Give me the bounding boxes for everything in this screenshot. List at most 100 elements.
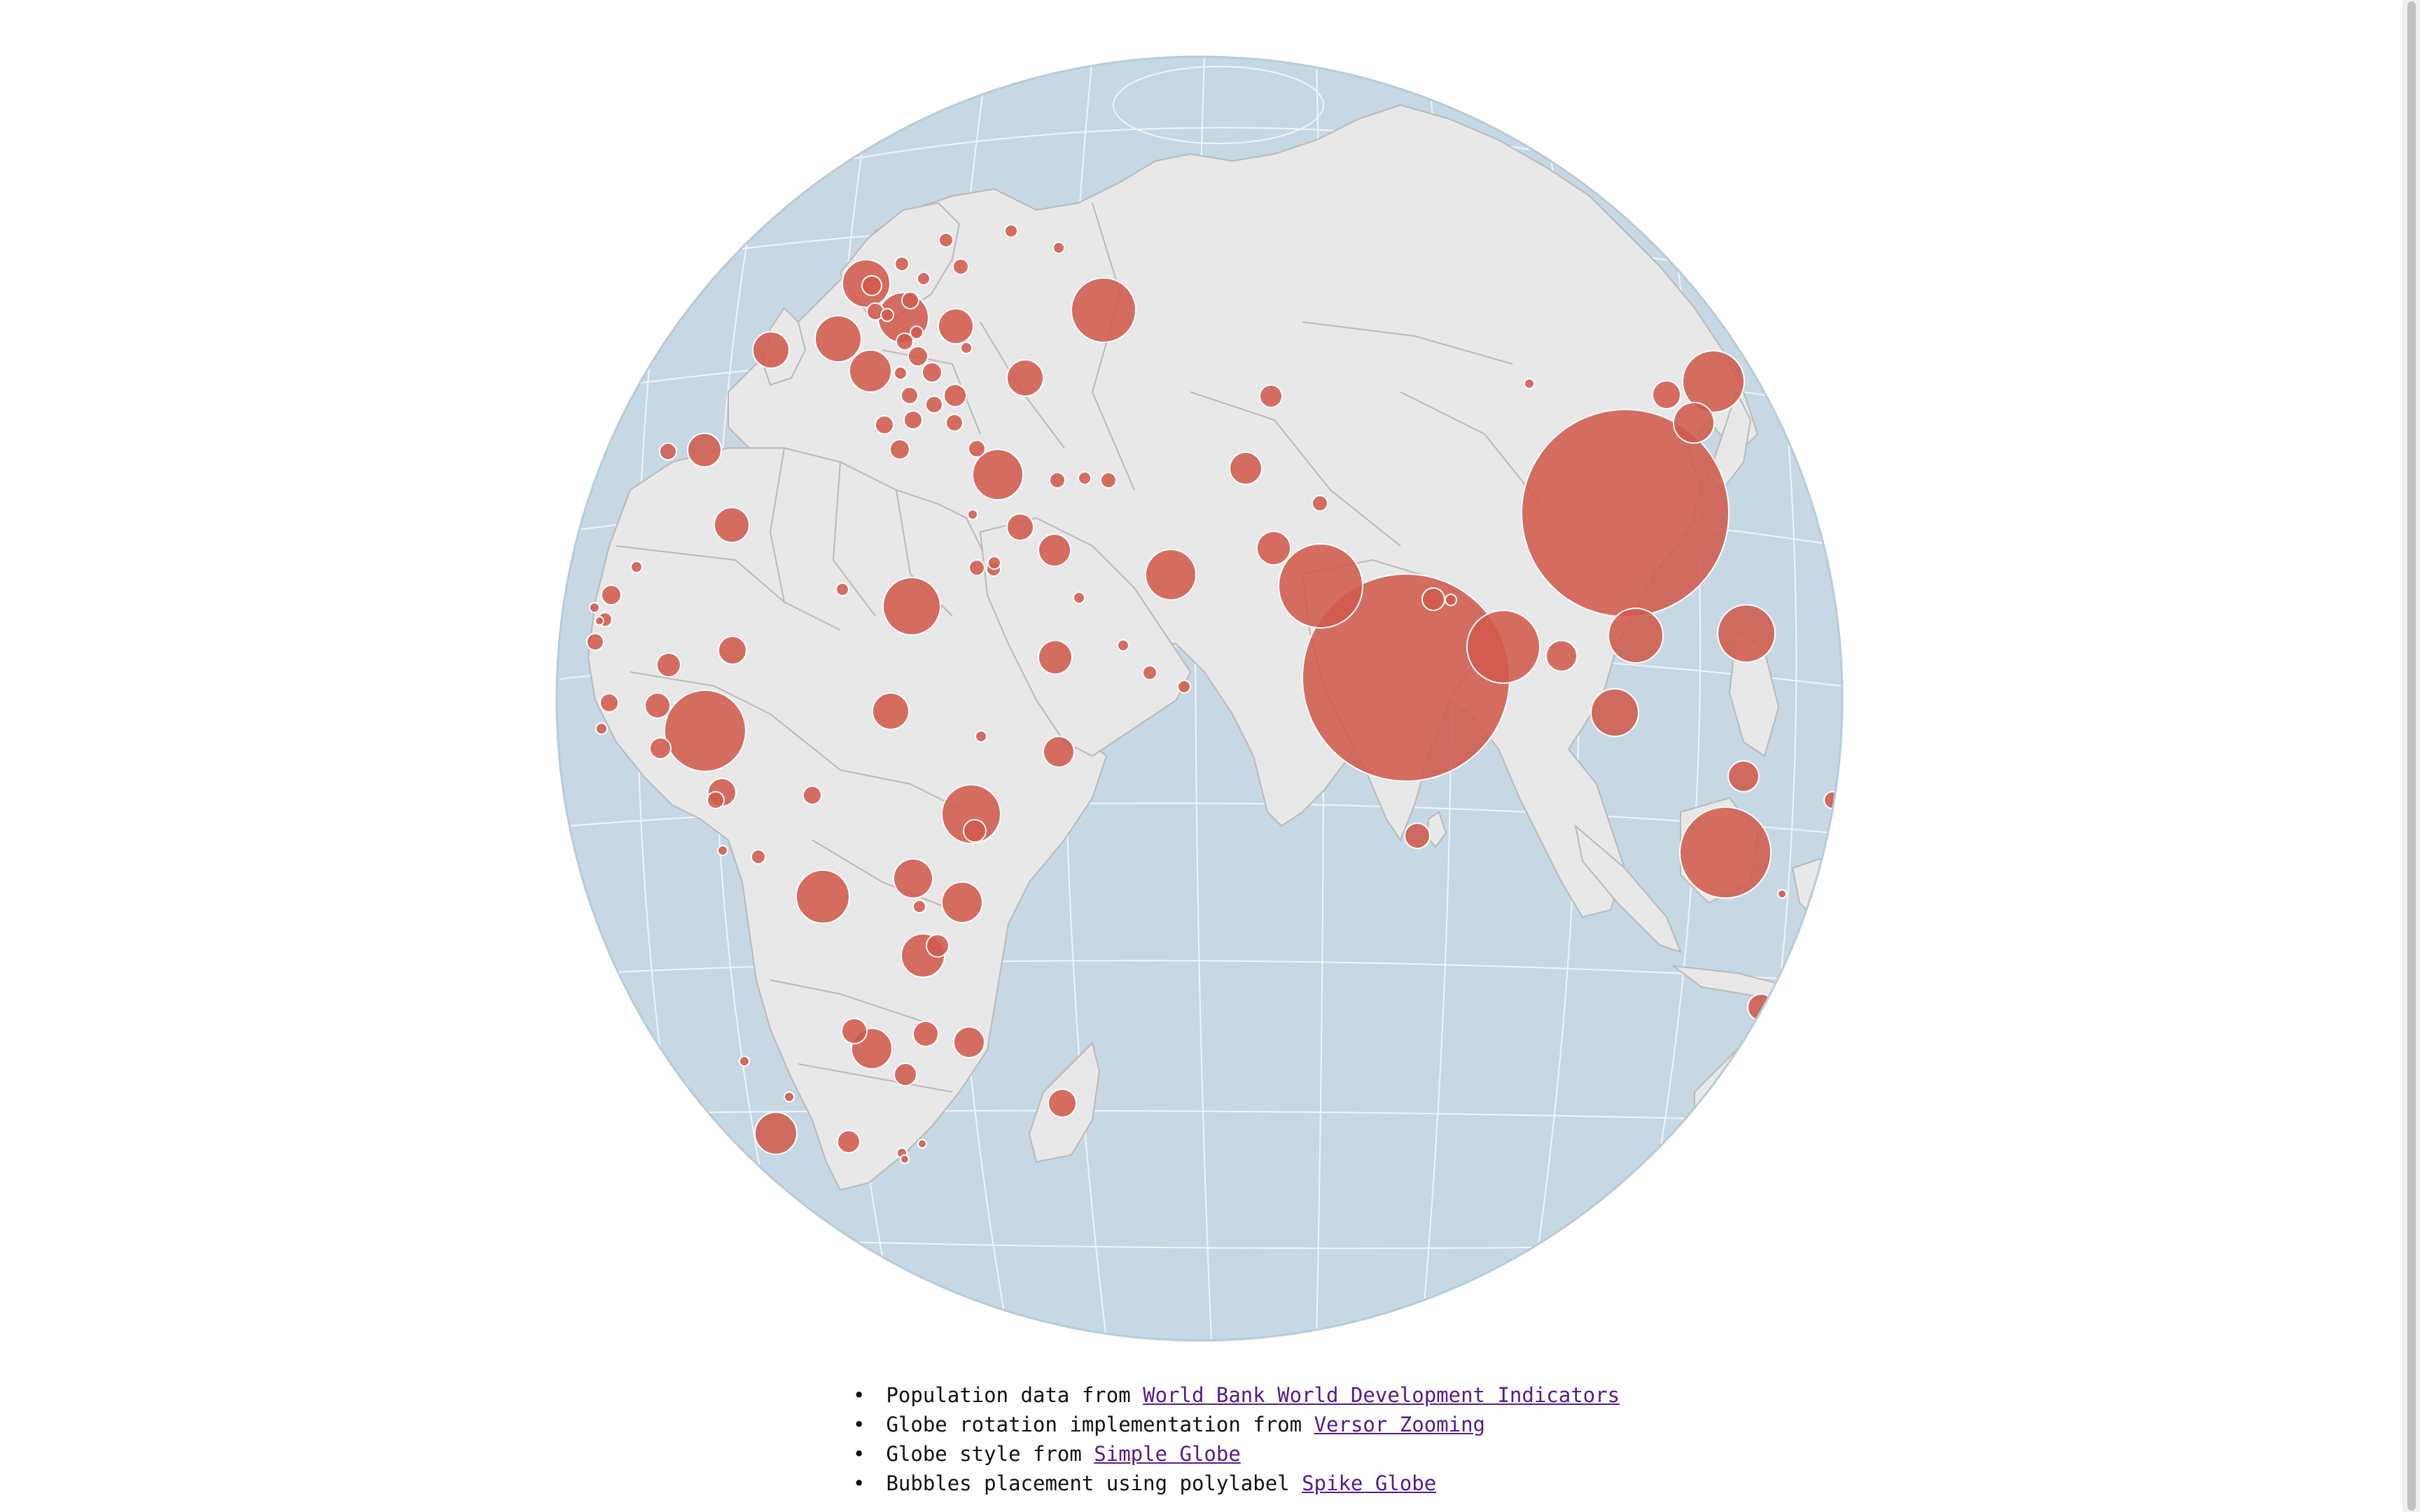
population-bubble[interactable]	[1679, 806, 1772, 899]
population-bubble[interactable]	[814, 315, 862, 363]
population-bubble[interactable]	[900, 386, 919, 405]
population-bubble[interactable]	[1278, 543, 1363, 629]
population-bubble[interactable]	[893, 858, 933, 899]
credit-link-spike-globe[interactable]: Spike Globe	[1302, 1471, 1437, 1495]
population-bubbles[interactable]	[586, 224, 1842, 1164]
population-bubble[interactable]	[938, 232, 954, 248]
credit-link-versor-zooming[interactable]: Versor Zooming	[1314, 1413, 1485, 1436]
population-bubble[interactable]	[1717, 604, 1776, 663]
population-bubble[interactable]	[875, 415, 894, 435]
population-bubble[interactable]	[659, 442, 677, 461]
population-bubble[interactable]	[1177, 680, 1191, 694]
population-bubble[interactable]	[1229, 451, 1263, 485]
population-bubble[interactable]	[882, 577, 941, 636]
population-bubble[interactable]	[1006, 359, 1044, 397]
globe-map[interactable]	[0, 0, 2395, 1358]
population-bubble[interactable]	[1256, 531, 1291, 566]
population-bubble[interactable]	[1590, 688, 1639, 737]
vertical-scrollbar[interactable]	[2402, 0, 2420, 1512]
population-bubble[interactable]	[889, 439, 910, 460]
population-bubble[interactable]	[1747, 993, 1775, 1021]
population-bubble[interactable]	[938, 308, 974, 344]
population-bubble[interactable]	[687, 433, 722, 468]
population-bubble[interactable]	[945, 414, 964, 432]
population-bubble[interactable]	[754, 1112, 798, 1155]
population-bubble[interactable]	[841, 1018, 868, 1044]
population-bubble[interactable]	[1071, 277, 1136, 343]
population-bubble[interactable]	[1524, 378, 1535, 389]
population-bubble[interactable]	[987, 556, 1001, 570]
population-bubble[interactable]	[837, 1130, 861, 1154]
population-bubble[interactable]	[1312, 495, 1328, 512]
population-bubble[interactable]	[664, 690, 746, 772]
credit-link-simple-globe[interactable]: Simple Globe	[1094, 1442, 1241, 1466]
population-bubble[interactable]	[917, 272, 931, 286]
population-bubble[interactable]	[1545, 640, 1578, 672]
population-bubble[interactable]	[644, 692, 671, 719]
population-bubble[interactable]	[1117, 639, 1129, 652]
population-bubble[interactable]	[1145, 549, 1197, 601]
population-bubble[interactable]	[967, 509, 978, 520]
population-bubble[interactable]	[1259, 384, 1283, 408]
population-bubble[interactable]	[872, 692, 910, 730]
population-bubble[interactable]	[630, 561, 643, 573]
population-bubble[interactable]	[1078, 471, 1092, 485]
population-bubble[interactable]	[1652, 380, 1681, 410]
population-bubble[interactable]	[917, 1139, 927, 1149]
population-bubble[interactable]	[601, 584, 622, 606]
population-bubble[interactable]	[1404, 822, 1431, 849]
population-bubble[interactable]	[1777, 889, 1787, 899]
population-bubble[interactable]	[963, 819, 987, 843]
population-bubble[interactable]	[943, 384, 967, 407]
population-bubble[interactable]	[968, 559, 985, 576]
population-bubble[interactable]	[861, 275, 882, 296]
population-bubble[interactable]	[1038, 640, 1073, 675]
population-bubble[interactable]	[880, 308, 894, 322]
credit-link-world-bank[interactable]: World Bank World Development Indicators	[1143, 1383, 1620, 1407]
population-bubble[interactable]	[1100, 472, 1117, 489]
population-bubble[interactable]	[1043, 736, 1075, 768]
population-bubble[interactable]	[1608, 608, 1664, 664]
population-bubble[interactable]	[912, 1021, 939, 1047]
population-bubble[interactable]	[714, 507, 750, 543]
population-bubble[interactable]	[717, 845, 728, 856]
population-bubble[interactable]	[1421, 587, 1445, 611]
population-bubble[interactable]	[968, 440, 986, 458]
population-bubble[interactable]	[908, 346, 929, 367]
population-bubble[interactable]	[739, 1056, 750, 1067]
population-bubble[interactable]	[1727, 760, 1760, 792]
population-bubble[interactable]	[903, 410, 923, 430]
population-bubble[interactable]	[910, 326, 924, 340]
population-bubble[interactable]	[656, 652, 681, 678]
population-bubble[interactable]	[1073, 592, 1085, 604]
population-bubble[interactable]	[649, 737, 672, 760]
population-bubble[interactable]	[922, 362, 943, 383]
population-bubble[interactable]	[952, 258, 969, 275]
population-bubble[interactable]	[1445, 594, 1457, 606]
population-bubble[interactable]	[972, 449, 1024, 500]
population-bubble[interactable]	[707, 791, 725, 809]
population-bubble[interactable]	[941, 881, 983, 923]
population-bubble[interactable]	[975, 730, 987, 743]
population-bubble[interactable]	[1006, 513, 1034, 541]
population-bubble[interactable]	[1682, 350, 1745, 413]
population-bubble[interactable]	[1004, 224, 1018, 238]
population-bubble[interactable]	[1049, 472, 1066, 489]
population-bubble[interactable]	[589, 602, 600, 613]
population-bubble[interactable]	[795, 869, 850, 924]
population-bubble[interactable]	[953, 1026, 985, 1058]
population-bubble[interactable]	[1038, 533, 1071, 567]
population-bubble[interactable]	[960, 342, 973, 354]
population-bubble[interactable]	[802, 785, 822, 805]
population-bubble[interactable]	[586, 633, 604, 651]
population-bubble[interactable]	[901, 291, 919, 309]
population-bubble[interactable]	[912, 899, 926, 913]
population-bubble[interactable]	[925, 396, 943, 414]
population-bubble[interactable]	[1052, 241, 1065, 254]
population-bubble[interactable]	[894, 256, 910, 272]
population-bubble[interactable]	[784, 1091, 795, 1102]
population-bubble[interactable]	[751, 849, 766, 864]
population-bubble[interactable]	[1673, 402, 1715, 444]
population-bubble[interactable]	[1048, 1088, 1077, 1118]
population-bubble[interactable]	[1466, 610, 1541, 684]
